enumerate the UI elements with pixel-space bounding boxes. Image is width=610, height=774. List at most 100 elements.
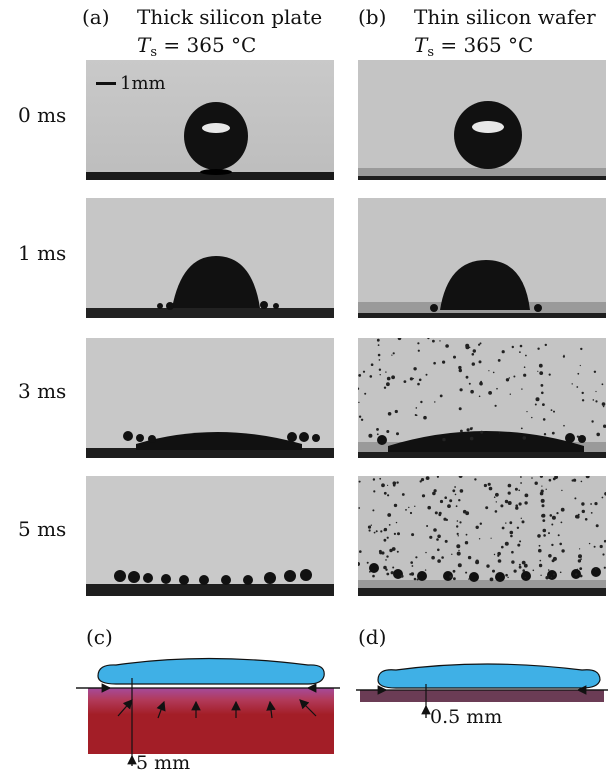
spray-droplet xyxy=(386,555,389,558)
spray-droplet xyxy=(595,524,599,528)
spray-droplet xyxy=(497,359,501,362)
spray-droplet xyxy=(466,428,470,432)
thick-substrate xyxy=(88,688,334,754)
spray-droplet xyxy=(585,476,590,479)
spray-droplet xyxy=(516,526,520,529)
spray-droplet xyxy=(494,404,497,407)
spray-droplet xyxy=(364,392,367,395)
spray-droplet xyxy=(389,548,393,553)
spray-droplet xyxy=(452,489,456,493)
spray-droplet xyxy=(415,556,418,559)
spray-droplet xyxy=(408,506,410,509)
spray-droplet xyxy=(542,418,546,421)
spray-droplet xyxy=(544,343,547,347)
spray-droplet xyxy=(518,563,521,566)
spray-droplet xyxy=(488,370,490,372)
spray-droplet xyxy=(379,374,381,376)
spray-droplet xyxy=(358,374,362,377)
spray-droplet xyxy=(385,559,387,561)
spray-droplet xyxy=(390,571,394,575)
spray-droplet xyxy=(449,499,453,503)
spray-droplet xyxy=(455,505,458,508)
spray-droplet xyxy=(540,489,544,493)
spray-droplet xyxy=(393,532,396,535)
spray-droplet xyxy=(538,548,542,553)
photo-thick-1ms xyxy=(86,198,334,318)
spray-droplet xyxy=(409,511,413,515)
spray-droplet xyxy=(396,481,399,484)
spray-droplet xyxy=(396,550,399,553)
spray-droplet xyxy=(433,489,437,493)
spray-droplet xyxy=(551,523,554,526)
spray-droplet xyxy=(551,515,556,520)
spray-droplet xyxy=(480,430,484,434)
spray-droplet xyxy=(445,518,448,521)
time-label-2: 3 ms xyxy=(18,379,67,403)
spray-droplet xyxy=(576,435,579,438)
spray-droplet xyxy=(524,576,526,578)
spray-droplet xyxy=(525,354,527,357)
spray-droplet xyxy=(493,553,496,556)
spray-droplet xyxy=(562,355,565,358)
spray-droplet xyxy=(469,436,474,441)
spray-droplet xyxy=(538,363,543,368)
spray-droplet xyxy=(576,386,579,388)
spray-droplet xyxy=(458,476,463,478)
spray-droplet xyxy=(496,387,498,390)
spray-droplet xyxy=(523,366,526,368)
spray-droplet xyxy=(369,375,373,378)
spray-droplet xyxy=(370,363,374,366)
spray-droplet xyxy=(492,569,495,573)
spray-droplet xyxy=(548,373,551,376)
spray-droplet xyxy=(439,499,444,504)
spray-droplet xyxy=(541,391,544,395)
spray-droplet xyxy=(495,492,499,497)
temp-subscript: s xyxy=(150,45,158,60)
spray-droplet xyxy=(456,551,461,556)
panel-label-c: (c) xyxy=(86,625,113,649)
spray-droplet xyxy=(419,480,422,483)
spray-droplet xyxy=(425,476,430,480)
spray-droplet xyxy=(437,559,441,563)
spray-droplet xyxy=(495,501,497,503)
spray-droplet xyxy=(559,571,562,574)
temperature-label-b: Ts = 365 °C xyxy=(414,34,533,60)
spray-droplet xyxy=(518,489,520,492)
spray-droplet xyxy=(501,545,504,549)
spray-droplet xyxy=(540,498,545,503)
spray-droplet xyxy=(367,525,372,529)
spray-droplet xyxy=(377,353,381,357)
spray-droplet xyxy=(474,478,477,481)
spray-droplet xyxy=(386,536,389,539)
spray-droplet xyxy=(510,534,513,538)
spray-droplet xyxy=(358,480,361,483)
spray-droplet xyxy=(403,380,407,383)
spray-droplet xyxy=(388,524,391,526)
spray-droplet xyxy=(417,349,420,352)
spray-droplet xyxy=(515,504,518,507)
spray-droplet xyxy=(508,377,510,379)
spray-droplet xyxy=(409,377,413,381)
spray-droplet xyxy=(465,343,470,348)
spray-droplet xyxy=(467,555,472,560)
spray-droplet xyxy=(538,563,543,568)
spray-droplet xyxy=(551,543,554,547)
spray-droplet xyxy=(542,519,546,522)
spray-droplet xyxy=(493,496,496,498)
spray-droplet xyxy=(580,480,583,483)
spray-droplet xyxy=(434,511,438,515)
scale-bar-label: 1mm xyxy=(120,73,166,94)
spray-droplet xyxy=(405,509,407,511)
spray-droplet xyxy=(505,378,510,382)
spray-droplet xyxy=(584,518,588,521)
spray-droplet xyxy=(505,573,508,577)
spray-droplet xyxy=(541,504,545,508)
temperature-label-a: Ts = 365 °C xyxy=(137,34,256,60)
spray-droplet xyxy=(504,541,509,546)
spray-droplet xyxy=(591,420,594,423)
spray-droplet xyxy=(519,540,522,543)
spray-droplet xyxy=(444,539,448,543)
photo-thick-0ms xyxy=(86,60,334,180)
spray-droplet xyxy=(532,569,535,572)
spray-droplet xyxy=(494,510,498,513)
